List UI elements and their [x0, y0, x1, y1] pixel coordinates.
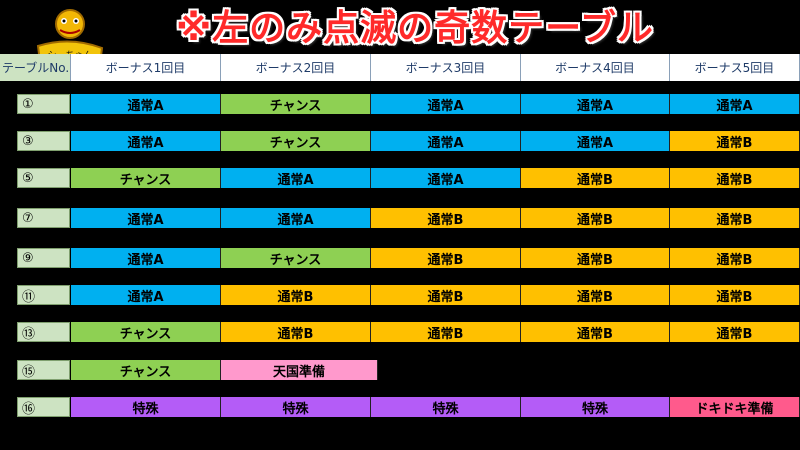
- table-number-cell: ③: [17, 131, 70, 151]
- bonus-1-cell: 通常A: [71, 248, 221, 268]
- table-row: ⑤ チャンス 通常A 通常A 通常B 通常B: [0, 168, 800, 188]
- bonus-3-cell: 通常A: [371, 168, 521, 188]
- bonus-3-cell: 通常B: [371, 322, 521, 342]
- header-bonus-4: ボーナス4回目: [521, 54, 670, 81]
- bonus-3-cell: 通常B: [371, 285, 521, 305]
- table-row: ⑦ 通常A 通常A 通常B 通常B 通常B: [0, 208, 800, 228]
- bonus-5-cell: 通常A: [670, 94, 800, 114]
- header-bonus-2: ボーナス2回目: [221, 54, 371, 81]
- bonus-5-cell: ドキドキ準備: [670, 397, 800, 417]
- table-number-cell: ⑦: [17, 208, 70, 228]
- bonus-4-cell: 通常A: [521, 131, 670, 151]
- bonus-2-cell: 通常A: [221, 208, 371, 228]
- page-title: ※左のみ点滅の奇数テーブル: [176, 8, 654, 49]
- bonus-4-cell: 通常A: [521, 94, 670, 114]
- table-row: ⑪ 通常A 通常B 通常B 通常B 通常B: [0, 285, 800, 305]
- bonus-5-cell: 通常B: [670, 208, 800, 228]
- bonus-2-cell: 通常A: [221, 168, 371, 188]
- header-table-no: テーブルNo.: [0, 54, 71, 81]
- header-bonus-1: ボーナス1回目: [71, 54, 221, 81]
- table-row: ⑯ 特殊 特殊 特殊 特殊 ドキドキ準備: [0, 397, 800, 417]
- bonus-3-cell: 通常A: [371, 131, 521, 151]
- bonus-4-cell: 通常B: [521, 285, 670, 305]
- header-bonus-5: ボーナス5回目: [670, 54, 800, 81]
- bonus-4-cell: 通常B: [521, 248, 670, 268]
- bonus-4-cell: 通常B: [521, 208, 670, 228]
- bonus-2-cell: 通常B: [221, 322, 371, 342]
- bonus-5-cell: 通常B: [670, 248, 800, 268]
- bonus-3-cell: 通常B: [371, 208, 521, 228]
- table-number-cell: ⑤: [17, 168, 70, 188]
- table-header: テーブルNo. ボーナス1回目 ボーナス2回目 ボーナス3回目 ボーナス4回目 …: [0, 54, 800, 81]
- bonus-2-cell: 特殊: [221, 397, 371, 417]
- bonus-2-cell: チャンス: [221, 94, 371, 114]
- bonus-5-cell: 通常B: [670, 168, 800, 188]
- table-number-cell: ⑨: [17, 248, 70, 268]
- bonus-1-cell: 通常A: [71, 131, 221, 151]
- bonus-4-cell: 特殊: [521, 397, 670, 417]
- bonus-1-cell: チャンス: [71, 168, 221, 188]
- table-row: ⑮ チャンス 天国準備: [0, 360, 800, 380]
- bonus-5-cell: 通常B: [670, 322, 800, 342]
- bonus-3-cell: 特殊: [371, 397, 521, 417]
- bonus-1-cell: 特殊: [71, 397, 221, 417]
- table-row: ③ 通常A チャンス 通常A 通常A 通常B: [0, 131, 800, 151]
- bonus-2-cell: 通常B: [221, 285, 371, 305]
- table-number-cell: ⑪: [17, 285, 70, 305]
- bonus-5-cell: 通常B: [670, 285, 800, 305]
- table-row: ① 通常A チャンス 通常A 通常A 通常A: [0, 94, 800, 114]
- bonus-4-cell: 通常B: [521, 168, 670, 188]
- table-row: ⑬ チャンス 通常B 通常B 通常B 通常B: [0, 322, 800, 342]
- bonus-1-cell: 通常A: [71, 94, 221, 114]
- bonus-3-cell: 通常B: [371, 248, 521, 268]
- bonus-5-cell: 通常B: [670, 131, 800, 151]
- table-number-cell: ⑬: [17, 322, 70, 342]
- bonus-2-cell: チャンス: [221, 248, 371, 268]
- bonus-4-cell: 通常B: [521, 322, 670, 342]
- table-number-cell: ⑯: [17, 397, 70, 417]
- bonus-1-cell: チャンス: [71, 360, 221, 380]
- header-bonus-3: ボーナス3回目: [371, 54, 521, 81]
- table-row: ⑨ 通常A チャンス 通常B 通常B 通常B: [0, 248, 800, 268]
- bonus-3-cell: 通常A: [371, 94, 521, 114]
- bonus-2-cell: 天国準備: [221, 360, 378, 380]
- table-number-cell: ⑮: [17, 360, 70, 380]
- bonus-1-cell: 通常A: [71, 285, 221, 305]
- bonus-1-cell: チャンス: [71, 322, 221, 342]
- bonus-2-cell: チャンス: [221, 131, 371, 151]
- table-number-cell: ①: [17, 94, 70, 114]
- bonus-1-cell: 通常A: [71, 208, 221, 228]
